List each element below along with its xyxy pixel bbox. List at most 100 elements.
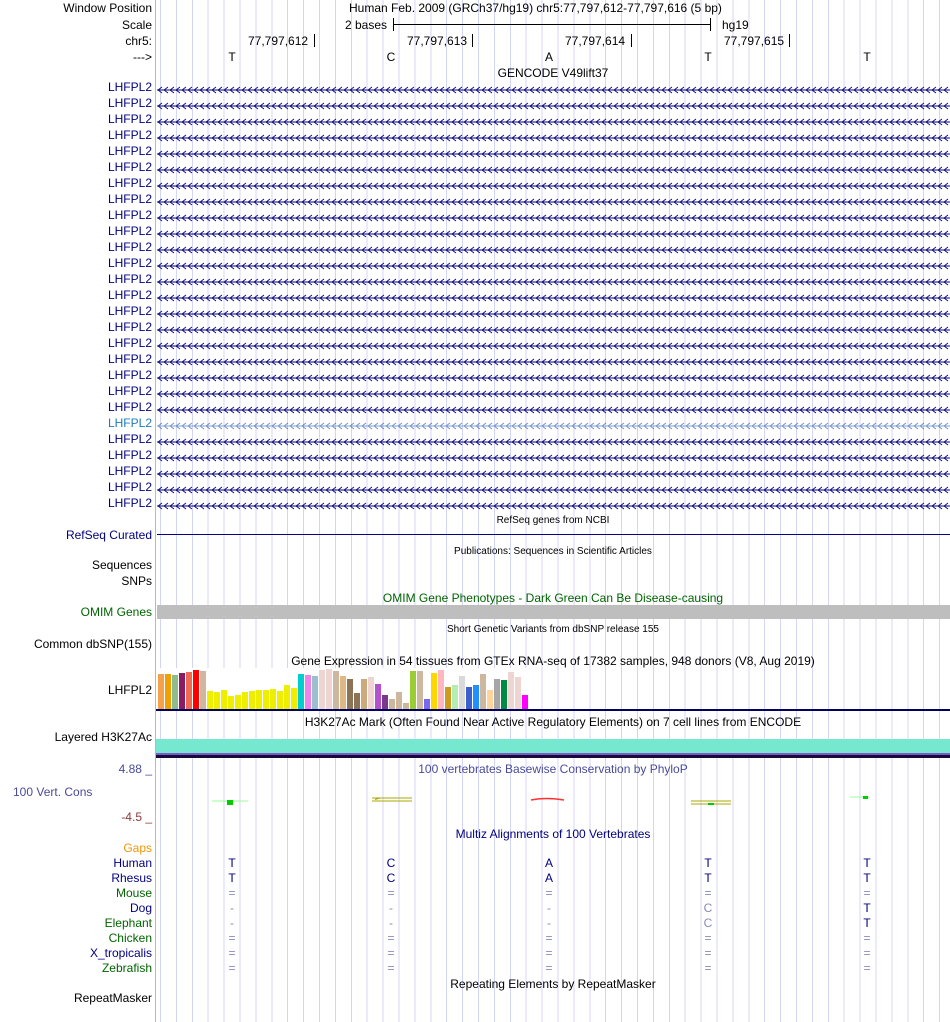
gtex-tissue-bar[interactable] <box>333 670 339 709</box>
gene-model[interactable] <box>157 435 950 446</box>
gtex-bar-chart[interactable] <box>156 668 536 709</box>
gene-label[interactable]: LHFPL2 <box>107 112 152 126</box>
gtex-tissue-bar[interactable] <box>242 692 248 709</box>
gtex-tissue-bar[interactable] <box>172 674 178 709</box>
species-label[interactable]: Zebrafish <box>101 961 152 975</box>
gtex-tissue-bar[interactable] <box>340 675 346 709</box>
species-label[interactable]: Chicken <box>108 931 152 945</box>
gene-label[interactable]: LHFPL2 <box>107 80 152 94</box>
snps-label[interactable]: SNPs <box>121 574 152 588</box>
gtex-tissue-bar[interactable] <box>200 670 206 709</box>
gtex-tissue-bar[interactable] <box>263 689 269 709</box>
gene-label[interactable]: LHFPL2 <box>107 432 152 446</box>
gtex-tissue-bar[interactable] <box>228 696 234 709</box>
gene-label[interactable]: LHFPL2 <box>107 384 152 398</box>
gtex-tissue-bar[interactable] <box>249 691 255 709</box>
gene-label[interactable]: LHFPL2 <box>107 208 152 222</box>
gene-model[interactable] <box>157 211 950 222</box>
species-label[interactable]: Rhesus <box>111 871 152 885</box>
gene-model[interactable] <box>157 339 950 350</box>
gtex-tissue-bar[interactable] <box>291 687 297 709</box>
gtex-tissue-bar[interactable] <box>403 703 409 709</box>
gtex-tissue-bar[interactable] <box>312 675 318 709</box>
gene-model[interactable] <box>157 115 950 126</box>
gtex-tissue-bar[interactable] <box>438 669 444 709</box>
h3k27ac-title[interactable]: H3K27Ac Mark (Often Found Near Active Re… <box>304 715 802 729</box>
gene-label[interactable]: LHFPL2 <box>107 96 152 110</box>
gene-label[interactable]: LHFPL2 <box>107 336 152 350</box>
gtex-tissue-bar[interactable] <box>235 695 241 709</box>
h3k27ac-label[interactable]: Layered H3K27Ac <box>54 730 152 744</box>
phylop-title[interactable]: 100 vertebrates Basewise Conservation by… <box>418 762 688 776</box>
species-label[interactable]: Dog <box>129 901 152 915</box>
gene-model[interactable] <box>157 451 950 462</box>
species-label[interactable]: Elephant <box>104 916 152 930</box>
phylop-label[interactable]: 100 Vert. Cons <box>13 785 93 799</box>
gene-label[interactable]: LHFPL2 <box>107 240 152 254</box>
gtex-tissue-bar[interactable] <box>375 683 381 709</box>
species-label[interactable]: Human <box>113 856 152 870</box>
gtex-tissue-bar[interactable] <box>473 684 479 709</box>
multiz-title[interactable]: Multiz Alignments of 100 Vertebrates <box>455 827 651 841</box>
gtex-tissue-bar[interactable] <box>382 695 388 709</box>
gene-label[interactable]: LHFPL2 <box>107 160 152 174</box>
gtex-tissue-bar[interactable] <box>501 679 507 709</box>
gtex-title[interactable]: Gene Expression in 54 tissues from GTEx … <box>291 654 815 668</box>
gtex-tissue-bar[interactable] <box>193 669 199 709</box>
gene-model[interactable] <box>157 83 950 94</box>
gene-model[interactable] <box>157 163 950 174</box>
gene-model[interactable] <box>157 99 950 110</box>
gene-label[interactable]: LHFPL2 <box>107 416 152 430</box>
gene-label[interactable]: LHFPL2 <box>107 320 152 334</box>
gene-label[interactable]: LHFPL2 <box>107 352 152 366</box>
gene-model[interactable] <box>157 227 950 238</box>
omim-title[interactable]: OMIM Gene Phenotypes - Dark Green Can Be… <box>382 591 724 605</box>
dbsnp-label[interactable]: Common dbSNP(155) <box>33 637 152 651</box>
gtex-tissue-bar[interactable] <box>508 671 514 709</box>
gtex-tissue-bar[interactable] <box>522 695 528 709</box>
gtex-tissue-bar[interactable] <box>214 692 220 709</box>
gtex-tissue-bar[interactable] <box>256 690 262 709</box>
gene-model[interactable] <box>157 275 950 286</box>
gene-model[interactable] <box>157 147 950 158</box>
gene-model[interactable] <box>157 483 950 494</box>
gtex-tissue-bar[interactable] <box>165 673 171 709</box>
gtex-tissue-bar[interactable] <box>445 686 451 709</box>
species-label[interactable]: X_tropicalis <box>89 946 152 960</box>
gene-model[interactable] <box>157 243 950 254</box>
gene-model[interactable] <box>157 371 950 382</box>
gene-label[interactable]: LHFPL2 <box>107 144 152 158</box>
gtex-tissue-bar[interactable] <box>410 670 416 709</box>
gene-model[interactable] <box>157 419 950 430</box>
gene-label[interactable]: LHFPL2 <box>107 304 152 318</box>
gene-label[interactable]: LHFPL2 <box>107 176 152 190</box>
repeatmasker-title[interactable]: Repeating Elements by RepeatMasker <box>450 977 656 991</box>
gene-label[interactable]: LHFPL2 <box>107 448 152 462</box>
gtex-tissue-bar[interactable] <box>424 699 430 709</box>
repeatmasker-label[interactable]: RepeatMasker <box>73 991 152 1005</box>
gene-model[interactable] <box>157 499 950 510</box>
gtex-tissue-bar[interactable] <box>417 670 423 709</box>
gtex-tissue-bar[interactable] <box>459 675 465 709</box>
gtex-tissue-bar[interactable] <box>207 691 213 709</box>
gene-model[interactable] <box>157 323 950 334</box>
gene-model[interactable] <box>157 355 950 366</box>
gene-model[interactable] <box>157 387 950 398</box>
gene-model[interactable] <box>157 179 950 190</box>
gene-model[interactable] <box>157 467 950 478</box>
gene-label[interactable]: LHFPL2 <box>107 464 152 478</box>
gtex-tissue-bar[interactable] <box>431 672 437 709</box>
gtex-tissue-bar[interactable] <box>389 699 395 709</box>
gtex-tissue-bar[interactable] <box>305 674 311 709</box>
publications-label[interactable]: Sequences <box>91 558 152 572</box>
gene-label[interactable]: LHFPL2 <box>107 272 152 286</box>
gene-label[interactable]: LHFPL2 <box>107 128 152 142</box>
gtex-tissue-bar[interactable] <box>494 678 500 709</box>
dbsnp-title[interactable]: Short Genetic Variants from dbSNP releas… <box>447 624 659 635</box>
gene-model[interactable] <box>157 259 950 270</box>
omim-label[interactable]: OMIM Genes <box>80 605 152 619</box>
gene-label[interactable]: LHFPL2 <box>107 224 152 238</box>
gtex-tissue-bar[interactable] <box>158 673 164 709</box>
gtex-tissue-bar[interactable] <box>354 693 360 709</box>
gene-model[interactable] <box>157 307 950 318</box>
